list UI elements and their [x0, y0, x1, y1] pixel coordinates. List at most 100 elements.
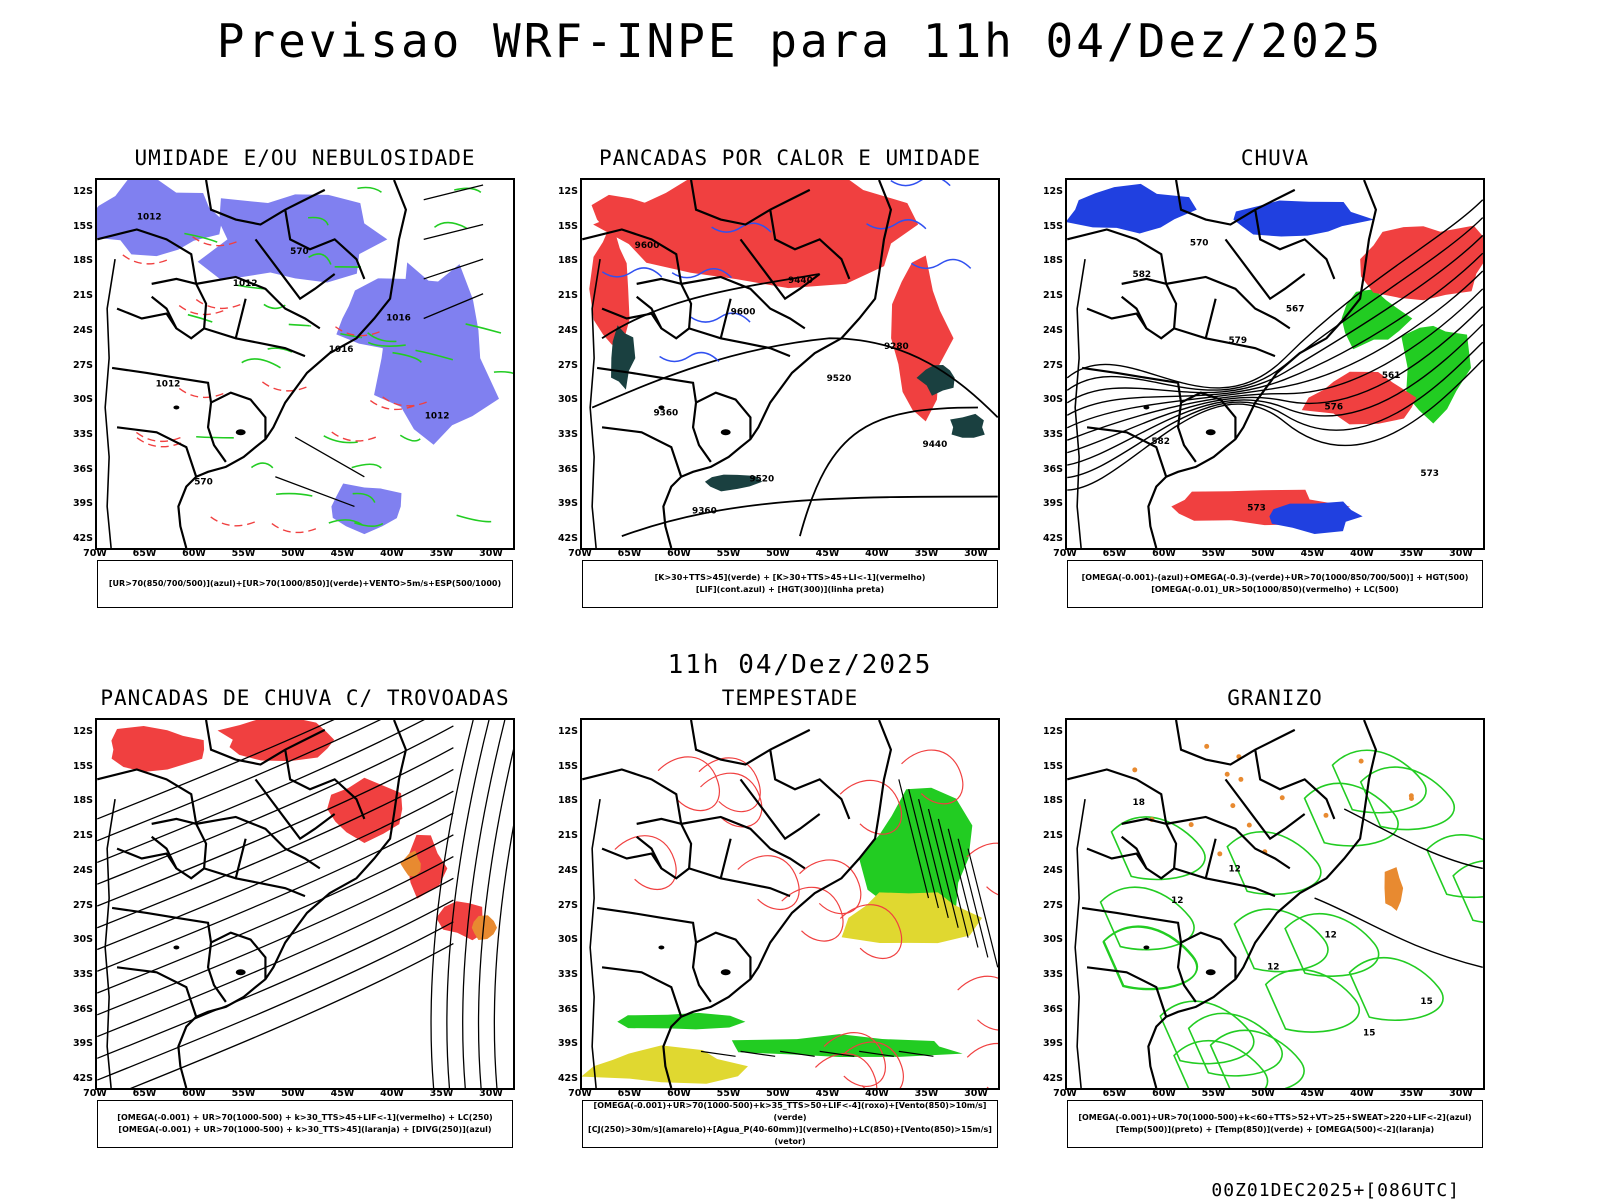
- thickness-contour: [179, 306, 224, 315]
- border-paraguay: [152, 819, 206, 878]
- legend-text: [Temp(500)](preto) + [Temp(850)](verde) …: [1068, 1124, 1482, 1136]
- latitude-label: 15S: [67, 221, 93, 232]
- border-state: [236, 839, 246, 879]
- border-state: [1255, 750, 1334, 819]
- border-brazil-states: [1166, 817, 1290, 868]
- longitude-label: 55W: [712, 1088, 746, 1099]
- longitude-label: 55W: [712, 548, 746, 559]
- border-state: [770, 750, 849, 819]
- latitude-label: 27S: [67, 360, 93, 371]
- longitude-label: 30W: [959, 1088, 993, 1099]
- omega-area: [1385, 867, 1404, 911]
- border-uruguay-west: [693, 943, 711, 1002]
- latitude-label: 15S: [1037, 221, 1063, 232]
- longitude-label: 60W: [177, 548, 211, 559]
- latitude-label: 12S: [552, 186, 578, 197]
- latitude-label: 12S: [1037, 726, 1063, 737]
- latitude-label: 36S: [552, 1004, 578, 1015]
- border-uruguay-west: [693, 403, 711, 462]
- latitude-label: 33S: [1037, 969, 1063, 980]
- longitude-label: 30W: [474, 1088, 508, 1099]
- latitude-label: 12S: [67, 186, 93, 197]
- latitude-label: 30S: [67, 394, 93, 405]
- legend-box: [UR>70(850/700/500)](azul)+[UR>70(1000/8…: [97, 560, 513, 608]
- longitude-label: 65W: [128, 548, 162, 559]
- border-andes: [105, 259, 115, 548]
- contour-label: 9440: [923, 440, 948, 450]
- thickness-contour: [272, 524, 317, 533]
- omega-dot: [1204, 744, 1209, 749]
- temp-850-contour: [1285, 914, 1379, 977]
- longitude-label: 60W: [662, 548, 696, 559]
- latitude-label: 33S: [552, 969, 578, 980]
- thickness-contour: [211, 517, 256, 526]
- border-brazil-states: [681, 817, 805, 868]
- latitude-label: 15S: [1037, 761, 1063, 772]
- longitude-label: 45W: [811, 548, 845, 559]
- latitude-label: 27S: [1037, 360, 1063, 371]
- latitude-label: 30S: [552, 394, 578, 405]
- legend-text: [OMEGA(-0.001) + UR>70(1000-500) + k>30_…: [98, 1112, 512, 1124]
- legend-text: [K>30+TTS>45](verde) + [K>30+TTS>45+LI<-…: [583, 572, 997, 584]
- border-argentina: [602, 427, 681, 476]
- longitude-label: 50W: [276, 1088, 310, 1099]
- border-argentina: [1087, 967, 1166, 1016]
- temp-850-contour: [1174, 1041, 1268, 1088]
- latitude-label: 12S: [67, 726, 93, 737]
- streamline: [97, 922, 453, 1080]
- longitude-label: 45W: [326, 548, 360, 559]
- contour-label: 567: [1286, 305, 1305, 315]
- latitude-label: 24S: [1037, 865, 1063, 876]
- omega-dot: [1189, 822, 1194, 827]
- latitude-label: 30S: [1037, 934, 1063, 945]
- longitude-label: 65W: [613, 548, 647, 559]
- high-humidity-area: [198, 194, 388, 282]
- temp-850-contour: [1104, 926, 1198, 989]
- legend-box: [OMEGA(-0.001)+UR>70(1000-500)+k>35_TTS>…: [582, 1100, 998, 1148]
- humidity-contour: [457, 515, 492, 521]
- omega-dot: [1280, 795, 1285, 800]
- lake-mark: [1143, 946, 1149, 950]
- omega-dot: [1247, 823, 1252, 828]
- contour-label: 1012: [233, 279, 258, 289]
- omega-dot: [1238, 777, 1243, 782]
- latitude-label: 18S: [67, 795, 93, 806]
- longitude-label: 45W: [811, 1088, 845, 1099]
- longitude-label: 70W: [78, 548, 112, 559]
- map-canvas: [97, 720, 513, 1088]
- latitude-label: 18S: [67, 255, 93, 266]
- contour-label: 1012: [137, 213, 162, 223]
- longitude-label: 35W: [1395, 1088, 1429, 1099]
- longitude-label: 70W: [563, 1088, 597, 1099]
- latitude-label: 18S: [1037, 795, 1063, 806]
- legend-text: [OMEGA(-0.001)-(azul)+OMEGA(-0.3)-(verde…: [1068, 572, 1482, 584]
- border-state: [721, 299, 731, 339]
- contour-label: 15: [1363, 1029, 1375, 1039]
- latitude-label: 21S: [1037, 830, 1063, 841]
- humidity-contour: [289, 324, 311, 326]
- longitude-label: 60W: [1147, 548, 1181, 559]
- longitude-label: 55W: [227, 548, 261, 559]
- longitude-label: 70W: [1048, 548, 1082, 559]
- contour-label: 561: [1382, 371, 1401, 381]
- moist-area: [950, 414, 985, 438]
- legend-box: [OMEGA(-0.001)+UR>70(1000-500)+k<60+TTS>…: [1067, 1100, 1483, 1148]
- temp-850-contour: [1211, 1030, 1305, 1088]
- border-argentina: [1082, 368, 1181, 403]
- border-argentina: [1087, 427, 1166, 476]
- temp-850-contour: [1453, 861, 1483, 924]
- subtitle: 11h 04/Dez/2025: [0, 650, 1600, 680]
- map-canvas: [582, 720, 998, 1088]
- border-argentina: [117, 967, 196, 1016]
- longitude-label: 30W: [474, 548, 508, 559]
- temp-850-contour: [1361, 767, 1455, 830]
- longitude-label: 40W: [860, 548, 894, 559]
- border-brazil-states: [196, 277, 320, 328]
- legend-text: [UR>70(850/700/500)](azul)+[UR>70(1000/8…: [98, 578, 512, 590]
- border-paraguay: [637, 819, 691, 878]
- longitude-label: 60W: [662, 1088, 696, 1099]
- latitude-label: 42S: [552, 1073, 578, 1084]
- temp-850-contour: [1350, 958, 1444, 1021]
- latitude-label: 39S: [1037, 1038, 1063, 1049]
